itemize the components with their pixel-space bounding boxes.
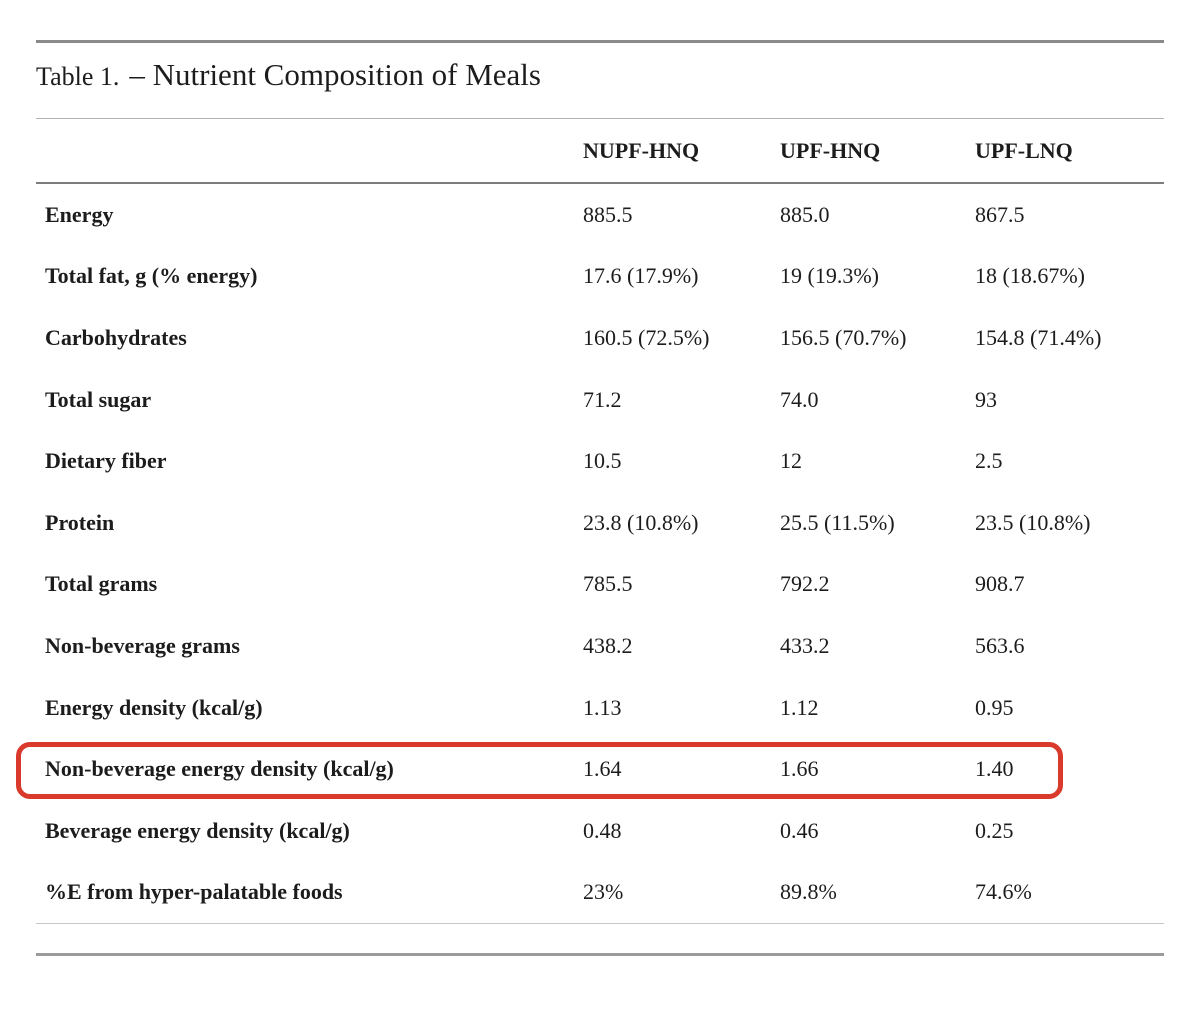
row-value: 885.0 [780, 201, 830, 227]
row-value: 154.8 (71.4%) [975, 324, 1102, 350]
row-label: Total sugar [45, 386, 152, 412]
bottom-thin-rule [36, 923, 1164, 925]
row-value: 563.6 [975, 632, 1025, 658]
bottom-thick-rule [36, 953, 1164, 957]
row-value: 0.25 [975, 817, 1014, 843]
table-row: Energy 885.5 885.0 867.5 [36, 184, 1164, 246]
table-row: Protein 23.8 (10.8%) 25.5 (11.5%) 23.5 (… [36, 492, 1164, 554]
row-value: 10.5 [583, 448, 622, 474]
row-value: 89.8% [780, 879, 837, 905]
row-value: 23.5 (10.8%) [975, 509, 1091, 535]
row-label: %E from hyper-palatable foods [45, 879, 343, 905]
row-value: 1.12 [780, 694, 819, 720]
row-value: 23.8 (10.8%) [583, 509, 699, 535]
row-value: 17.6 (17.9%) [583, 263, 699, 289]
row-value: 1.13 [583, 694, 622, 720]
column-header-nupf-hnq: NUPF-HNQ [583, 137, 700, 163]
row-value: 160.5 (72.5%) [583, 324, 710, 350]
row-value: 0.48 [583, 817, 622, 843]
row-value: 93 [975, 386, 997, 412]
paper-table-page: Table 1. – Nutrient Composition of Meals… [0, 40, 1200, 1031]
row-label: Protein [45, 509, 115, 535]
row-label: Carbohydrates [45, 324, 187, 350]
row-value: 1.66 [780, 756, 819, 782]
row-label: Non-beverage energy density (kcal/g) [45, 756, 394, 782]
row-label: Dietary fiber [45, 448, 167, 474]
table-row-highlighted: Non-beverage energy density (kcal/g) 1.6… [16, 738, 1164, 800]
row-value: 156.5 (70.7%) [780, 324, 907, 350]
row-value: 867.5 [975, 201, 1025, 227]
row-value: 74.0 [780, 386, 819, 412]
row-value: 885.5 [583, 201, 633, 227]
header-bottom-rule [36, 182, 1164, 184]
row-value: 433.2 [780, 632, 830, 658]
row-value: 438.2 [583, 632, 633, 658]
table-body: Energy 885.5 885.0 867.5 Total fat, g (%… [16, 184, 1164, 924]
row-label: Total grams [45, 571, 158, 597]
row-value: 71.2 [583, 386, 622, 412]
row-label: Non-beverage grams [45, 632, 240, 658]
row-value: 23% [583, 879, 624, 905]
table-row: Energy density (kcal/g) 1.13 1.12 0.95 [36, 677, 1164, 739]
table-row: Total grams 785.5 792.2 908.7 [36, 554, 1164, 616]
row-label: Beverage energy density (kcal/g) [45, 817, 350, 843]
row-value: 2.5 [975, 448, 1003, 474]
row-value: 12 [780, 448, 802, 474]
row-value: 0.46 [780, 817, 819, 843]
row-label: Energy density (kcal/g) [45, 694, 263, 720]
table-row: Total sugar 71.2 74.0 93 [36, 369, 1164, 431]
table-caption: Table 1. – Nutrient Composition of Meals [36, 43, 1164, 118]
table-row: %E from hyper-palatable foods 23% 89.8% … [36, 862, 1164, 924]
column-header-upf-hnq: UPF-HNQ [780, 137, 881, 163]
row-value: 19 (19.3%) [780, 263, 879, 289]
row-value: 25.5 (11.5%) [780, 509, 895, 535]
row-value: 785.5 [583, 571, 633, 597]
row-value: 1.64 [583, 756, 622, 782]
row-value: 18 (18.67%) [975, 263, 1085, 289]
row-value: 0.95 [975, 694, 1014, 720]
row-label: Energy [45, 201, 114, 227]
row-value: 908.7 [975, 571, 1025, 597]
table-row: Dietary fiber 10.5 12 2.5 [36, 430, 1164, 492]
table-row: Non-beverage grams 438.2 433.2 563.6 [36, 615, 1164, 677]
table-number: Table 1. [36, 62, 120, 91]
row-value: 74.6% [975, 879, 1032, 905]
row-label: Total fat, g (% energy) [45, 263, 258, 289]
row-value: 1.40 [975, 756, 1014, 782]
table-row: Carbohydrates 160.5 (72.5%) 156.5 (70.7%… [36, 307, 1164, 369]
row-value: 792.2 [780, 571, 830, 597]
column-header-upf-lnq: UPF-LNQ [975, 137, 1073, 163]
table-row: Total fat, g (% energy) 17.6 (17.9%) 19 … [36, 246, 1164, 308]
header-top-rule [36, 118, 1164, 119]
table-row: Beverage energy density (kcal/g) 0.48 0.… [36, 800, 1164, 862]
table-header-row: NUPF-HNQ UPF-HNQ UPF-LNQ [36, 119, 1164, 182]
top-thick-rule [36, 40, 1164, 43]
table-title: – Nutrient Composition of Meals [129, 57, 541, 92]
